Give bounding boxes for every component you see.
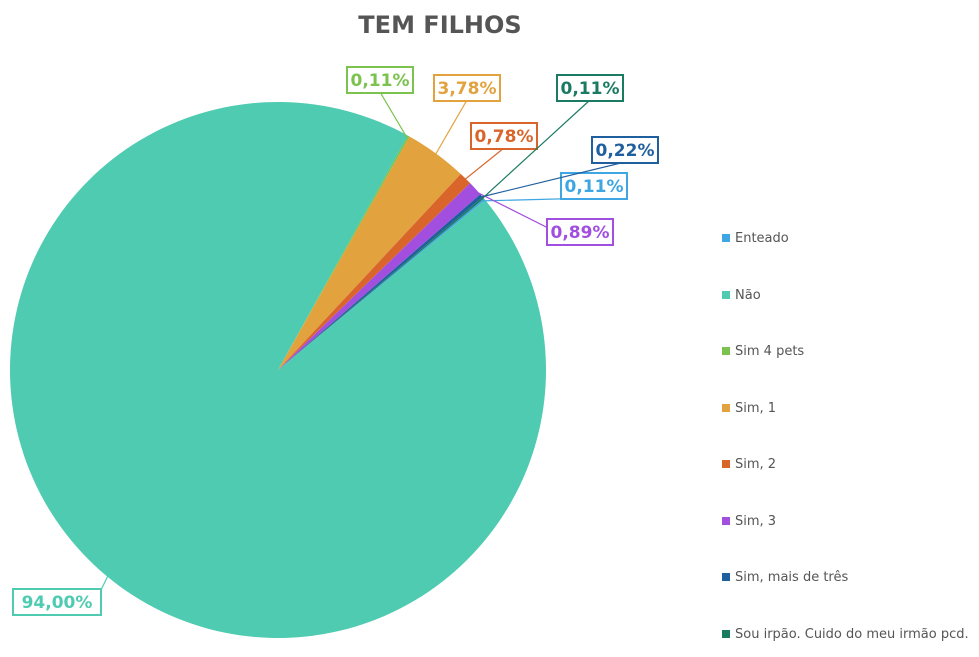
legend-swatch (722, 573, 730, 581)
pie-slice (278, 183, 481, 370)
pie-slice (278, 173, 471, 370)
label-box (470, 122, 538, 150)
legend-item: Sim, 1 (722, 400, 977, 417)
data-label: 3,78% (438, 79, 497, 99)
legend-item: Sim 4 pets (722, 343, 977, 360)
legend-swatch (722, 516, 730, 525)
label-box (560, 172, 628, 200)
data-label: 0,11% (565, 177, 624, 197)
legend-label: Sim 4 pets (735, 344, 805, 359)
legend-item: Não (722, 287, 977, 304)
leader-line (434, 99, 468, 157)
leader-line (463, 147, 505, 181)
pie-slice (9, 101, 546, 638)
legend-item: Sim, mais de três (722, 569, 977, 586)
legend-label: Sou irpão. Cuido do meu irmão pcd. (735, 626, 969, 642)
label-box (346, 66, 414, 94)
legend-swatch (722, 234, 730, 242)
legend-item: Sou irpão. Cuido do meu irmão pcd. (722, 626, 977, 643)
data-label: 0,11% (351, 71, 410, 91)
legend-item: Sim, 2 (722, 456, 977, 473)
pie-slice (278, 194, 483, 370)
legend-swatch (722, 629, 730, 638)
legend-item: Sim, 3 (722, 513, 977, 530)
legend-swatch (722, 290, 730, 299)
pie-slice (278, 198, 486, 370)
legend-swatch (722, 347, 730, 355)
legend-label: Sim, 3 (735, 513, 777, 529)
label-box (556, 74, 624, 102)
label-box (546, 218, 614, 246)
pie-slice (278, 135, 410, 370)
pie-slice (278, 136, 461, 370)
legend-label: Sim, mais de três (735, 570, 849, 585)
data-label: 0,78% (475, 127, 534, 147)
leader-line (379, 91, 408, 139)
legend-label: Sim, 1 (735, 400, 777, 416)
leader-line (100, 571, 111, 591)
leader-line (480, 99, 591, 200)
label-box (433, 74, 501, 102)
legend-swatch (722, 403, 730, 412)
label-box (12, 588, 102, 616)
leader-line (479, 161, 626, 198)
legend-item: Enteado (722, 230, 977, 247)
data-label: 94,00% (22, 593, 93, 613)
chart-title: TEM FILHOS (358, 11, 521, 39)
legend-label: Sim, 2 (735, 457, 777, 472)
data-label: 0,22% (596, 141, 655, 161)
legend-label: Não (735, 287, 761, 303)
legend-label: Enteado (735, 231, 789, 246)
data-label: 0,11% (561, 79, 620, 99)
legend-swatch (722, 460, 730, 468)
label-box (591, 136, 659, 164)
data-label: 0,89% (551, 223, 610, 243)
pie-slice (278, 197, 484, 370)
